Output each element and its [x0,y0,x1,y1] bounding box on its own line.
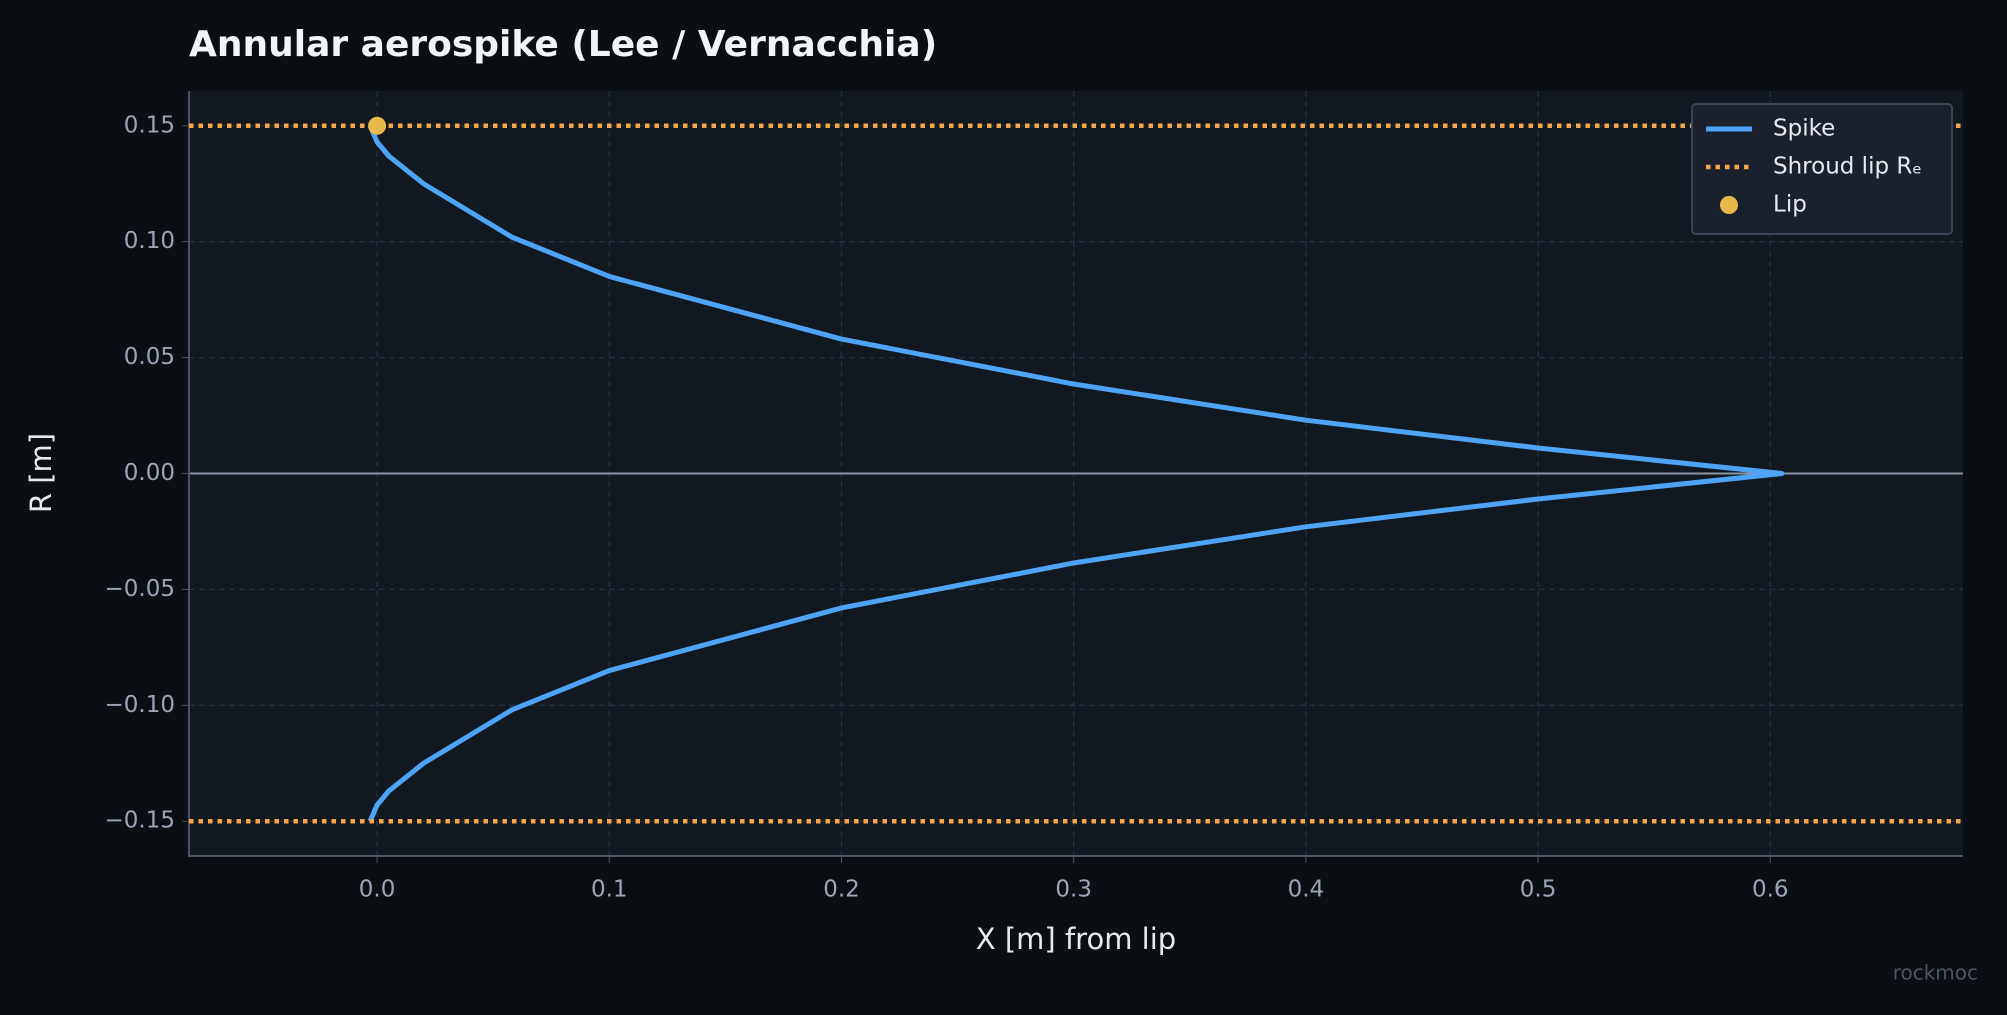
y-tick-label: −0.10 [105,692,175,718]
x-tick-label: 0.6 [1752,877,1789,903]
y-axis-label: R [m] [24,433,58,513]
x-tick-label: 0.3 [1055,877,1092,903]
y-tick-label: 0.05 [124,344,175,370]
legend-label: Shroud lip Rₑ [1773,154,1922,180]
legend-label: Lip [1773,192,1807,218]
x-tick-label: 0.5 [1520,877,1557,903]
y-tick-label: −0.15 [105,808,175,834]
legend-box [1691,103,1953,235]
legend-label: Spike [1773,116,1835,142]
x-tick-label: 0.2 [823,877,860,903]
x-tick-label: 0.1 [591,877,628,903]
watermark: rockmoc [1893,961,1978,985]
x-tick-label: 0.0 [359,877,396,903]
x-axis-label: X [m] from lip [976,922,1176,956]
chart-title: Annular aerospike (Lee / Vernacchia) [189,24,937,65]
y-tick-label: 0.15 [124,112,175,138]
y-tick-label: 0.00 [124,460,175,486]
lip-point [368,116,387,135]
x-tick-label: 0.4 [1288,877,1325,903]
spike-line [367,124,1785,823]
y-tick-label: −0.05 [105,576,175,602]
axis-frame [188,91,1963,857]
y-tick-label: 0.10 [124,228,175,254]
legend-swatch [1720,196,1738,214]
